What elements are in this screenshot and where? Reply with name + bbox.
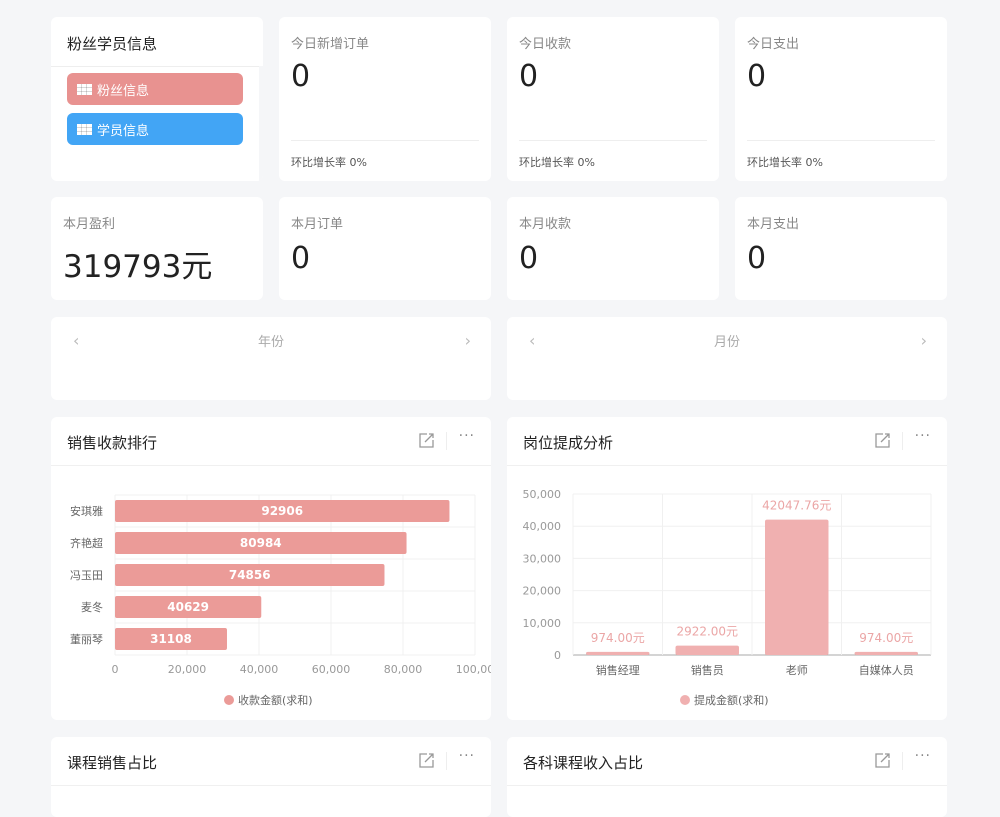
bar-data-label: 80984: [240, 536, 282, 550]
y-category-label: 麦冬: [81, 600, 103, 614]
more-icon[interactable]: ···: [458, 748, 475, 764]
bar: [115, 532, 407, 554]
prev-month-chevron-icon[interactable]: ‹: [529, 331, 536, 350]
x-tick-label: 100,00: [456, 663, 491, 676]
external-link-icon[interactable]: [875, 753, 890, 768]
month-picker: ‹ 月份 ›: [507, 317, 947, 400]
stat-footer: 环比增长率 0%: [519, 156, 595, 169]
prev-year-chevron-icon[interactable]: ‹: [73, 331, 80, 350]
stat-footer: 环比增长率 0%: [291, 156, 367, 169]
bar-data-label: 974.00元: [859, 631, 913, 645]
bar: [675, 645, 739, 655]
x-tick-label: 60,000: [312, 663, 351, 676]
x-category-label: 老师: [786, 664, 808, 677]
course-sales-share-panel: 课程销售占比 ···: [51, 737, 491, 817]
stat-month-income: 本月收款 0: [507, 197, 719, 300]
stat-value: 0: [519, 59, 539, 94]
stat-label: 本月支出: [747, 217, 800, 232]
bar: [115, 628, 227, 650]
stat-today-income: 今日收款 0 环比增长率 0%: [507, 17, 719, 181]
bar-data-label: 40629: [167, 600, 209, 614]
student-info-button[interactable]: 学员信息: [67, 113, 243, 145]
next-year-chevron-icon[interactable]: ›: [464, 331, 471, 350]
stat-month-expense: 本月支出 0: [735, 197, 947, 300]
stat-label: 本月盈利: [63, 217, 116, 232]
bar-data-label: 74856: [229, 568, 271, 582]
external-link-icon[interactable]: [875, 433, 890, 448]
more-icon[interactable]: ···: [914, 428, 931, 444]
stat-label: 本月收款: [519, 217, 572, 232]
stat-footer: 环比增长率 0%: [747, 156, 823, 169]
x-category-label: 自媒体人员: [859, 663, 914, 677]
stat-label: 今日收款: [519, 37, 572, 52]
x-tick-label: 40,000: [240, 663, 279, 676]
x-category-label: 销售经理: [596, 663, 640, 677]
stat-value: 0: [519, 241, 539, 276]
legend-label: 提成金额(求和): [694, 693, 769, 707]
bar: [115, 564, 385, 586]
commission-chart: 010,00020,00030,00040,00050,000974.00元销售…: [523, 488, 932, 707]
panel-title: 销售收款排行: [67, 434, 158, 452]
panel-title: 各科课程收入占比: [523, 754, 644, 772]
fans-info-button[interactable]: 粉丝信息: [67, 73, 243, 105]
x-category-label: 销售员: [691, 663, 724, 677]
x-tick-label: 80,000: [384, 663, 423, 676]
bar-data-label: 92906: [261, 504, 303, 518]
legend-label: 收款金额(求和): [238, 693, 313, 707]
y-tick-label: 30,000: [523, 552, 562, 565]
bar-data-label: 2922.00元: [676, 625, 738, 639]
bar-data-label: 974.00元: [591, 631, 645, 645]
stat-value: 0: [747, 59, 767, 94]
external-link-icon[interactable]: [419, 433, 434, 448]
stat-label: 今日支出: [747, 37, 800, 52]
x-tick-label: 20,000: [168, 663, 207, 676]
stat-value: 0: [291, 59, 311, 94]
bar-data-label: 31108: [150, 632, 192, 646]
y-category-label: 冯玉田: [70, 569, 103, 582]
stat-value: 319793元: [63, 249, 213, 285]
external-link-icon[interactable]: [419, 753, 434, 768]
sales-rank-chart: 0 20,000 40,000 60,000 80,000 100,00 92906 安琪雅 8…: [70, 494, 491, 707]
stat-label: 今日新增订单: [291, 37, 370, 52]
bar-data-label: 42047.76元: [762, 499, 831, 513]
fans-card-title: 粉丝学员信息: [67, 35, 158, 53]
x-tick-label: 0: [112, 663, 119, 676]
bar: [854, 651, 918, 655]
bar: [115, 500, 450, 522]
panel-title: 岗位提成分析: [523, 434, 614, 452]
more-icon[interactable]: ···: [458, 428, 475, 444]
more-icon[interactable]: ···: [914, 748, 931, 764]
stat-today-orders: 今日新增订单 0 环比增长率 0%: [279, 17, 491, 181]
bar: [765, 519, 829, 655]
year-picker: ‹ 年份 ›: [51, 317, 491, 400]
y-tick-label: 20,000: [523, 585, 562, 598]
fans-student-card: 粉丝学员信息 粉丝信息 学员信息: [51, 17, 263, 181]
course-income-share-panel: 各科课程收入占比 ···: [507, 737, 947, 817]
stat-today-expense: 今日支出 0 环比增长率 0%: [735, 17, 947, 181]
panel-title: 课程销售占比: [67, 754, 158, 772]
y-tick-label: 40,000: [523, 520, 562, 533]
table-icon: [77, 123, 92, 135]
year-label: 年份: [257, 335, 284, 350]
y-category-label: 齐艳超: [70, 536, 103, 550]
bar: [586, 651, 650, 655]
month-label: 月份: [713, 335, 740, 350]
sales-rank-panel: 销售收款排行 ··· 0 20,000 40,000 60,000 80,000 100,…: [51, 417, 491, 720]
y-tick-label: 0: [554, 649, 561, 662]
stat-value: 0: [291, 241, 311, 276]
legend-marker: [680, 695, 690, 705]
stat-month-profit: 本月盈利 319793元: [51, 197, 263, 300]
stat-value: 0: [747, 241, 767, 276]
y-category-label: 安琪雅: [70, 504, 103, 518]
legend-marker: [224, 695, 234, 705]
bar: [115, 596, 262, 618]
stat-label: 本月订单: [291, 217, 344, 232]
table-icon: [77, 83, 92, 95]
commission-panel: 岗位提成分析 ··· 0 10,000 20,000 30,000 40,000 50,0…: [507, 417, 947, 720]
next-month-chevron-icon[interactable]: ›: [920, 331, 927, 350]
y-tick-label: 10,000: [523, 617, 562, 630]
stat-month-orders: 本月订单 0: [279, 197, 491, 300]
y-category-label: 董丽琴: [70, 633, 103, 646]
y-tick-label: 50,000: [523, 488, 562, 501]
